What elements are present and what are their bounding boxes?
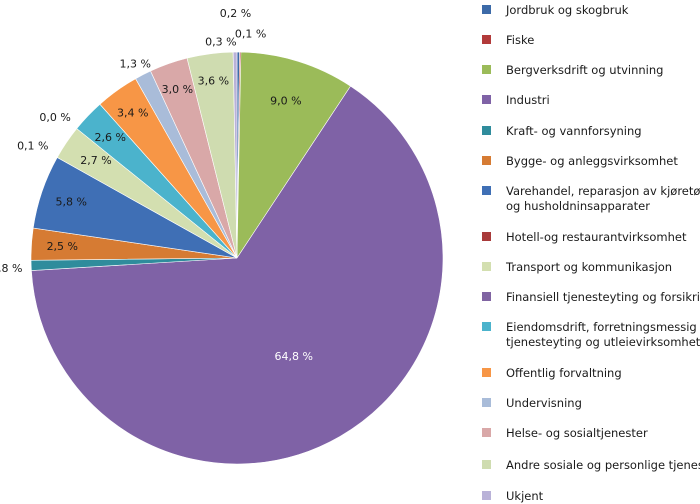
legend-label: Helse- og sosialtjenester — [506, 426, 648, 440]
legend-swatch — [482, 428, 491, 437]
pie-area — [30, 51, 444, 465]
legend-swatch — [482, 126, 491, 135]
slice-value-label: 3,0 % — [162, 83, 193, 96]
slice-value-label: 2,7 % — [80, 154, 111, 167]
legend-label: Undervisning — [506, 396, 582, 410]
slice-value-label: 3,4 % — [117, 106, 148, 119]
slice-value-label: 0,1 % — [235, 27, 266, 40]
legend-label: Eiendomsdrift, forretningsmessig — [506, 320, 697, 334]
legend-swatch — [482, 368, 491, 377]
legend-label: Bygge- og anleggsvirksomhet — [506, 154, 678, 168]
legend-swatch — [482, 322, 491, 331]
slice-value-label: 2,6 % — [94, 131, 125, 144]
legend-label: Andre sosiale og personlige tjenester — [506, 458, 700, 472]
slice-value-label: 1,3 % — [119, 57, 150, 70]
legend-label: Fiske — [506, 33, 534, 47]
legend-swatch — [482, 491, 491, 500]
legend-swatch — [482, 398, 491, 407]
slice-value-label: 0,0 % — [39, 111, 70, 124]
legend-label: Kraft- og vannforsyning — [506, 124, 642, 138]
legend-label: Varehandel, reparasjon av kjøretøyer — [506, 184, 700, 198]
slice-value-label: 0,2 % — [220, 7, 251, 20]
legend-label: Transport og kommunikasjon — [505, 260, 672, 274]
legend-swatch — [482, 262, 491, 271]
legend-swatch — [482, 5, 491, 14]
slice-value-label: 5,8 % — [55, 196, 86, 209]
legend-label: Finansiell tjenesteyting og forsikring — [506, 290, 700, 304]
pie-slice — [232, 51, 238, 259]
legend-label: tjenesteyting og utleievirksomhet — [506, 335, 700, 349]
slice-value-label: 2,5 % — [47, 240, 78, 253]
legend-label: og husholdninsapparater — [506, 199, 650, 213]
slice-value-label: 64,8 % — [274, 350, 312, 363]
legend-label: Ukjent — [506, 489, 544, 503]
legend-swatch — [482, 156, 491, 165]
legend: Jordbruk og skogbruk Fiske Bergverksdrift … — [482, 3, 700, 503]
legend-swatch — [482, 95, 491, 104]
slice-value-label: 0,1 % — [17, 139, 48, 152]
legend-swatch — [482, 292, 491, 301]
legend-label: Jordbruk og skogbruk — [505, 3, 629, 17]
legend-swatch — [482, 232, 491, 241]
legend-label: Offentlig forvaltning — [506, 366, 622, 380]
legend-label: Industri — [506, 93, 550, 107]
legend-label: Bergverksdrift og utvinning — [506, 63, 663, 77]
legend-swatch — [482, 35, 491, 44]
slice-value-label: 0,8 % — [0, 262, 22, 275]
pie-slice — [236, 51, 351, 260]
slice-value-label: 3,6 % — [198, 74, 229, 87]
legend-swatch — [482, 65, 491, 74]
legend-swatch — [482, 186, 491, 195]
slice-value-label: 9,0 % — [270, 95, 301, 108]
legend-label: Hotell-og restaurantvirksomhet — [506, 230, 687, 244]
slice-labels: 0,2 % 0,1 % 9,0 % 64,8 % 0,8 % 2,5 % 5,8 % 2,7 … — [0, 7, 313, 363]
pie-slice — [31, 85, 444, 465]
legend-swatch — [482, 460, 491, 469]
slice-value-label: 0,3 % — [205, 36, 236, 49]
